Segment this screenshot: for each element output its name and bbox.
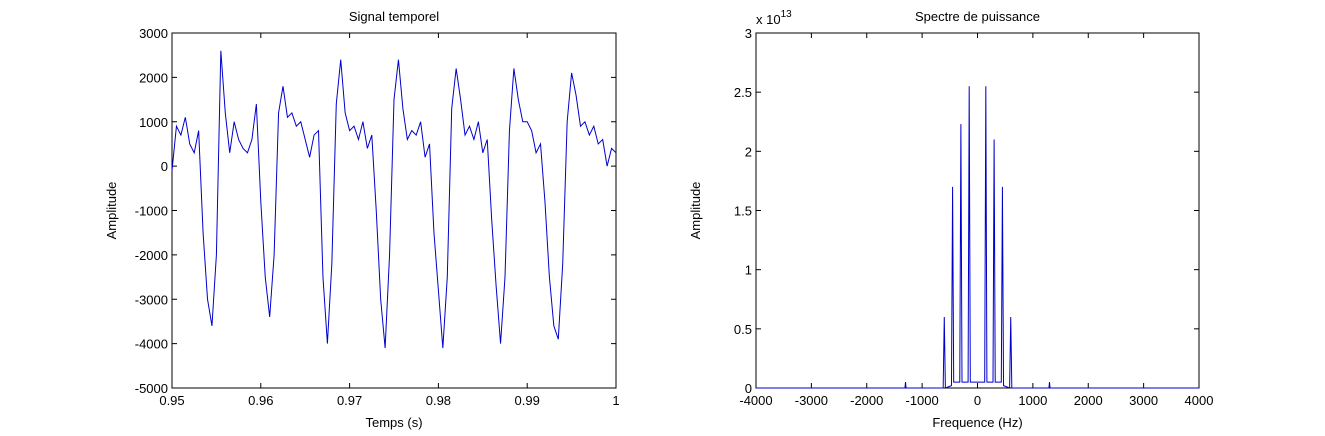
axes-frame	[171, 32, 617, 389]
chart-title: Spectre de puissance	[915, 9, 1040, 24]
y-tick-label: 1000	[139, 115, 168, 130]
y-tick-label: -5000	[135, 381, 168, 396]
y-tick-label: 3	[745, 26, 752, 41]
subplot: -4000 -3000 -2000 -1000 0 1000 2000 3000 4000 0 0.…	[688, 9, 1213, 430]
x-tick-label: 0.97	[337, 393, 362, 408]
x-tick-label: 2000	[1074, 393, 1103, 408]
x-tick-label: 3000	[1129, 393, 1158, 408]
x-tick-label: 0.95	[159, 393, 184, 408]
y-tick-label: -3000	[135, 292, 168, 307]
y-axis-label: Amplitude	[688, 182, 703, 240]
x-tick-label: 1	[612, 393, 619, 408]
y-tick-label: 0	[161, 159, 168, 174]
subplot: 0.95 0.96 0.97 0.98 0.99 1 -5000 -4000 -3000 -200…	[104, 9, 620, 430]
x-tick-label: -4000	[739, 393, 772, 408]
y-tick-label: -2000	[135, 248, 168, 263]
multiplier-exponent: 13	[781, 9, 793, 20]
y-tick-label: -4000	[135, 337, 168, 352]
y-tick-label: -1000	[135, 204, 168, 219]
x-tick-label: 1000	[1018, 393, 1047, 408]
x-tick-label: 0.96	[248, 393, 273, 408]
x-tick-label: -3000	[795, 393, 828, 408]
chart-title: Signal temporel	[349, 9, 439, 24]
x-axis-label: Temps (s)	[365, 415, 422, 430]
y-axis-label: Amplitude	[104, 182, 119, 240]
y-tick-label: 2000	[139, 70, 168, 85]
y-tick-label: 0.5	[734, 322, 752, 337]
y-tick-label: 0	[745, 381, 752, 396]
x-tick-label: 0.98	[426, 393, 451, 408]
x-tick-label: -1000	[906, 393, 939, 408]
y-tick-label: 1.5	[734, 204, 752, 219]
y-tick-label: 2	[745, 144, 752, 159]
x-axis-label: Frequence (Hz)	[932, 415, 1022, 430]
y-multiplier: x 1013	[756, 9, 792, 27]
axes-frame	[755, 32, 1200, 389]
y-tick-label: 3000	[139, 26, 168, 41]
y-tick-label: 2.5	[734, 85, 752, 100]
x-tick-label: -2000	[850, 393, 883, 408]
data-line	[756, 86, 1199, 389]
multiplier-base: x 10	[756, 12, 781, 27]
x-tick-label: 4000	[1185, 393, 1214, 408]
x-tick-label: 0.99	[515, 393, 540, 408]
x-tick-label: 0	[974, 393, 981, 408]
data-line	[171, 50, 617, 349]
y-tick-label: 1	[745, 263, 752, 278]
